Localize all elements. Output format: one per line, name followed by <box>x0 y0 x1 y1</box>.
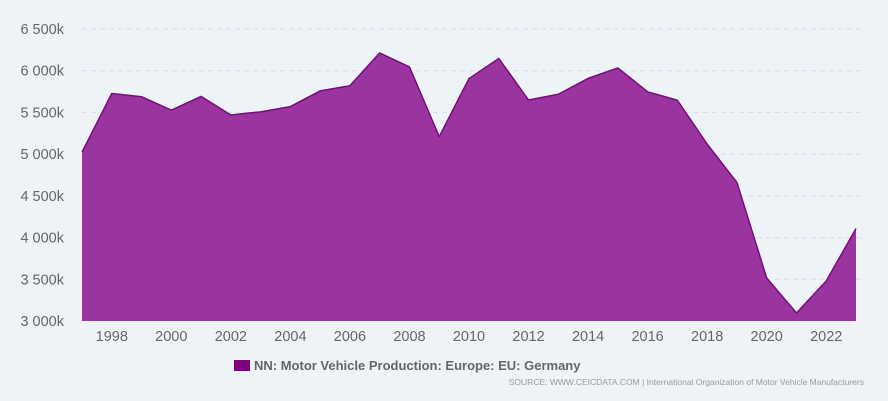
source-note: SOURCE: WWW.CEICDATA.COM | International… <box>508 377 864 387</box>
x-tick-label: 2000 <box>155 329 187 345</box>
x-tick-label: 1998 <box>96 329 128 345</box>
y-tick-label: 5 000k <box>20 147 64 163</box>
series-line <box>81 52 857 314</box>
data-point[interactable] <box>524 95 534 105</box>
x-tick-label: 2016 <box>631 329 663 345</box>
x-tick-label: 2002 <box>215 329 247 345</box>
data-point[interactable] <box>821 276 831 286</box>
data-point[interactable] <box>196 91 206 101</box>
data-point[interactable] <box>375 48 385 58</box>
x-tick-label: 2006 <box>334 329 366 345</box>
y-tick-label: 5 500k <box>20 105 64 121</box>
data-point[interactable] <box>77 147 87 157</box>
legend[interactable]: NN: Motor Vehicle Production: Europe: EU… <box>234 358 580 373</box>
data-point[interactable] <box>166 105 176 115</box>
data-point[interactable] <box>315 86 325 96</box>
data-point[interactable] <box>345 81 355 91</box>
data-point[interactable] <box>137 92 147 102</box>
data-point[interactable] <box>762 273 772 283</box>
y-tick-label: 3 000k <box>20 314 64 330</box>
y-tick-label: 3 500k <box>20 272 64 288</box>
data-point[interactable] <box>643 87 653 97</box>
data-point[interactable] <box>613 63 623 73</box>
data-point[interactable] <box>851 223 861 233</box>
data-point[interactable] <box>791 308 801 318</box>
legend-label: NN: Motor Vehicle Production: Europe: EU… <box>254 358 581 373</box>
x-tick-label: 2018 <box>691 329 723 345</box>
area-series <box>81 52 857 321</box>
data-point[interactable] <box>434 132 444 142</box>
data-point[interactable] <box>404 62 414 72</box>
y-axis-ticks: 3 000k 3 500k 4 000k 4 500k 5 000k 5 500k 6 00… <box>20 22 64 330</box>
x-tick-label: 2012 <box>512 329 544 345</box>
data-point[interactable] <box>256 107 266 117</box>
data-point[interactable] <box>107 88 117 98</box>
data-point[interactable] <box>702 139 712 149</box>
legend-swatch <box>234 360 250 371</box>
data-point[interactable] <box>672 95 682 105</box>
series-area <box>82 52 856 321</box>
x-tick-label: 2010 <box>453 329 485 345</box>
data-point[interactable] <box>732 177 742 187</box>
x-tick-label: 2020 <box>751 329 783 345</box>
y-tick-label: 4 500k <box>20 189 64 205</box>
x-tick-label: 2022 <box>810 329 842 345</box>
x-tick-label: 2014 <box>572 329 604 345</box>
data-point[interactable] <box>464 74 474 84</box>
data-point[interactable] <box>494 53 504 63</box>
y-tick-label: 6 000k <box>20 64 64 80</box>
data-point[interactable] <box>226 110 236 120</box>
data-point[interactable] <box>553 89 563 99</box>
x-tick-label: 2008 <box>393 329 425 345</box>
data-point[interactable] <box>583 73 593 83</box>
y-tick-label: 4 000k <box>20 231 64 247</box>
data-point[interactable] <box>285 102 295 112</box>
y-tick-label: 6 500k <box>20 22 64 38</box>
x-tick-label: 2004 <box>274 329 306 345</box>
x-axis-ticks: 1998 2000 2002 2004 2006 2008 2010 2012 2014 2016… <box>96 329 843 345</box>
